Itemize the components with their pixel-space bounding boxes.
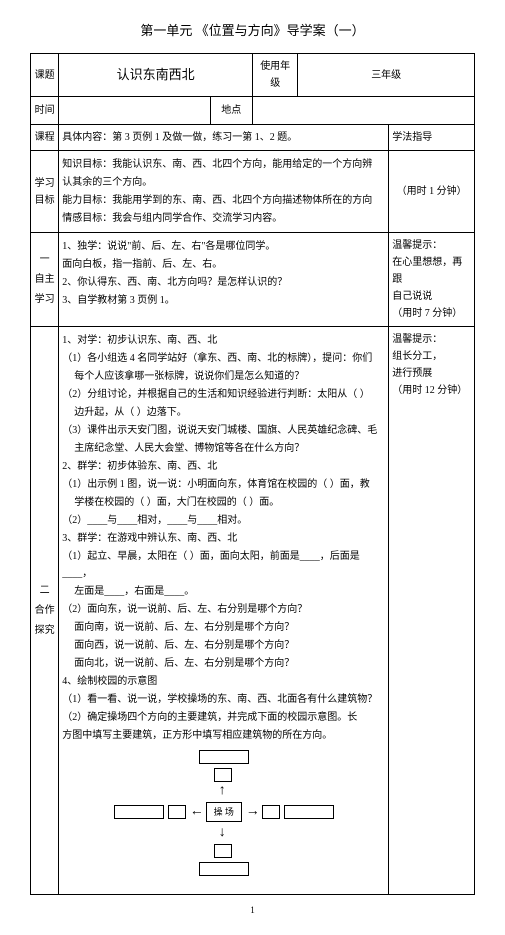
coop-line: 1、对学：初步认识东、南、西、北 (62, 332, 385, 349)
grade-label: 使用年级 (252, 54, 297, 97)
coop-content: 1、对学：初步认识东、南、西、北 （1）各小组选 4 名同学站好（拿东、西、南、… (59, 327, 389, 895)
self-guide: 温馨提示： 在心里想想，再跟 自己说说 （用时 7 分钟） (389, 233, 475, 327)
page-number: 1 (30, 905, 475, 915)
coop-line: （2）分组讨论，并根据自己的生活和知识经验进行判断：太阳从（ ） (62, 386, 385, 403)
self-line: 2、你认得东、西、南、北方向吗？是怎样认识的？ (62, 274, 385, 291)
arrow-down-icon: ↓ (219, 826, 226, 840)
topic-label: 课题 (31, 54, 59, 97)
guide-line: （用时 7 分钟） (392, 305, 471, 322)
coop-line: （3）课件出示天安门图，说说天安门城楼、国旗、人民英雄纪念碑、毛 (62, 422, 385, 439)
coop-line: 面向北，说一说前、后、左、右分别是哪个方向？ (62, 655, 385, 672)
guide-line: 自己说说 (392, 288, 471, 305)
guide-line: 温馨提示： (392, 331, 471, 348)
coop-line: 方图中填写主要建筑，正方形中填写相应建筑物的所在方向。 (62, 727, 385, 744)
topic-value: 认识东南西北 (59, 54, 253, 97)
time-value (59, 97, 210, 125)
diagram-left-square (168, 805, 186, 819)
time-label: 时间 (31, 97, 59, 125)
coop-line: 面向南，说一说前、后、左、右分别是哪个方向？ (62, 619, 385, 636)
grade-value: 三年级 (298, 54, 475, 97)
main-table: 课题 认识东南西北 使用年级 三年级 时间 地点 课程 具体内容：第 3 页例 … (30, 53, 475, 895)
goals-label: 学习 目标 (31, 151, 59, 233)
arrow-right-icon: → (246, 805, 260, 819)
goal-line: 情感目标：我会与组内同学合作、交流学习内容。 (62, 210, 385, 227)
diagram-bottom-rect (199, 862, 249, 876)
course-label: 课程 (31, 125, 59, 151)
diagram-bottom-square (214, 844, 232, 858)
coop-line: （2）确定操场四个方向的主要建筑，并完成下面的校园示意图。长 (62, 709, 385, 726)
coop-line: （2）面向东，说一说前、后、左、右分别是哪个方向？ (62, 601, 385, 618)
guide-line: 组长分工， (392, 348, 471, 365)
coop-line: （1）看一看、说一说，学校操场的东、南、西、北面各有什么建筑物？ (62, 691, 385, 708)
campus-diagram: ↑ ← 操 场 → ↓ (114, 750, 334, 890)
self-line: 1、独学：说说"前、后、左、右"各是哪位同学。 (62, 238, 385, 255)
place-value (252, 97, 474, 125)
self-label: 一 自主 学习 (31, 233, 59, 327)
coop-line: 主席纪念堂、人民大会堂、博物馆等各在什么方向？ (62, 440, 385, 457)
arrow-left-icon: ← (190, 805, 204, 819)
self-content: 1、独学：说说"前、后、左、右"各是哪位同学。 面向白板，指一指前、后、左、右。… (59, 233, 389, 327)
course-specific: 具体内容：第 3 页例 1 及做一做，练习一第 1、2 题。 (59, 125, 389, 151)
diagram-center: 操 场 (206, 802, 242, 822)
coop-line: （1）出示例 1 图，说一说：小明面向东，体育馆在校园的（ ）面，教 (62, 476, 385, 493)
arrow-up-icon: ↑ (219, 784, 226, 798)
guide-line: 温馨提示： (392, 237, 471, 254)
diagram-top-square (214, 768, 232, 782)
coop-line: （1）起立、早晨，太阳在（ ）面，面向太阳，前面是____，后面是____， (62, 548, 385, 582)
goal-line: 知识目标：我能认识东、南、西、北四个方向，能用给定的一个方向辨 (62, 156, 385, 173)
coop-line: 边升起，从（ ）边落下。 (62, 404, 385, 421)
coop-label: 二 合作 探究 (31, 327, 59, 895)
self-line: 3、自学教材第 3 页例 1。 (62, 292, 385, 309)
place-label: 地点 (210, 97, 252, 125)
guide-label: 学法指导 (389, 125, 475, 151)
coop-line: 4、绘制校园的示意图 (62, 673, 385, 690)
diagram-left-rect (114, 805, 164, 819)
self-line: 面向白板，指一指前、后、左、右。 (62, 256, 385, 273)
diagram-right-rect (284, 805, 334, 819)
coop-line: （1）各小组选 4 名同学站好（拿东、西、南、北的标牌），提问：你们 (62, 350, 385, 367)
coop-line: 面向西，说一说前、后、左、右分别是哪个方向？ (62, 637, 385, 654)
goal-line: 认其余的三个方向。 (62, 174, 385, 191)
coop-guide: 温馨提示： 组长分工， 进行预展 （用时 12 分钟） (389, 327, 475, 895)
coop-line: 每个人应该拿哪一张标牌，说说你们是怎么知道的？ (62, 368, 385, 385)
goals-content: 知识目标：我能认识东、南、西、北四个方向，能用给定的一个方向辨 认其余的三个方向… (59, 151, 389, 233)
coop-line: 学楼在校园的（ ）面，大门在校园的（ ）面。 (62, 494, 385, 511)
goals-guide: （用时 1 分钟） (389, 151, 475, 233)
coop-line: 3、群学：在游戏中辨认东、南、西、北 (62, 530, 385, 547)
diagram-top-rect (199, 750, 249, 764)
guide-line: 在心里想想，再跟 (392, 254, 471, 288)
diagram-right-square (262, 805, 280, 819)
guide-line: 进行预展 (392, 365, 471, 382)
goal-line: 能力目标：我能用学到的东、南、西、北四个方向描述物体所在的方向 (62, 192, 385, 209)
coop-line: 2、群学：初步体验东、南、西、北 (62, 458, 385, 475)
guide-line: （用时 12 分钟） (392, 382, 471, 399)
coop-line: 左面是____，右面是____。 (62, 583, 385, 600)
page-title: 第一单元 《位置与方向》导学案（一） (30, 20, 475, 39)
coop-line: （2）____与____相对，____与____相对。 (62, 512, 385, 529)
